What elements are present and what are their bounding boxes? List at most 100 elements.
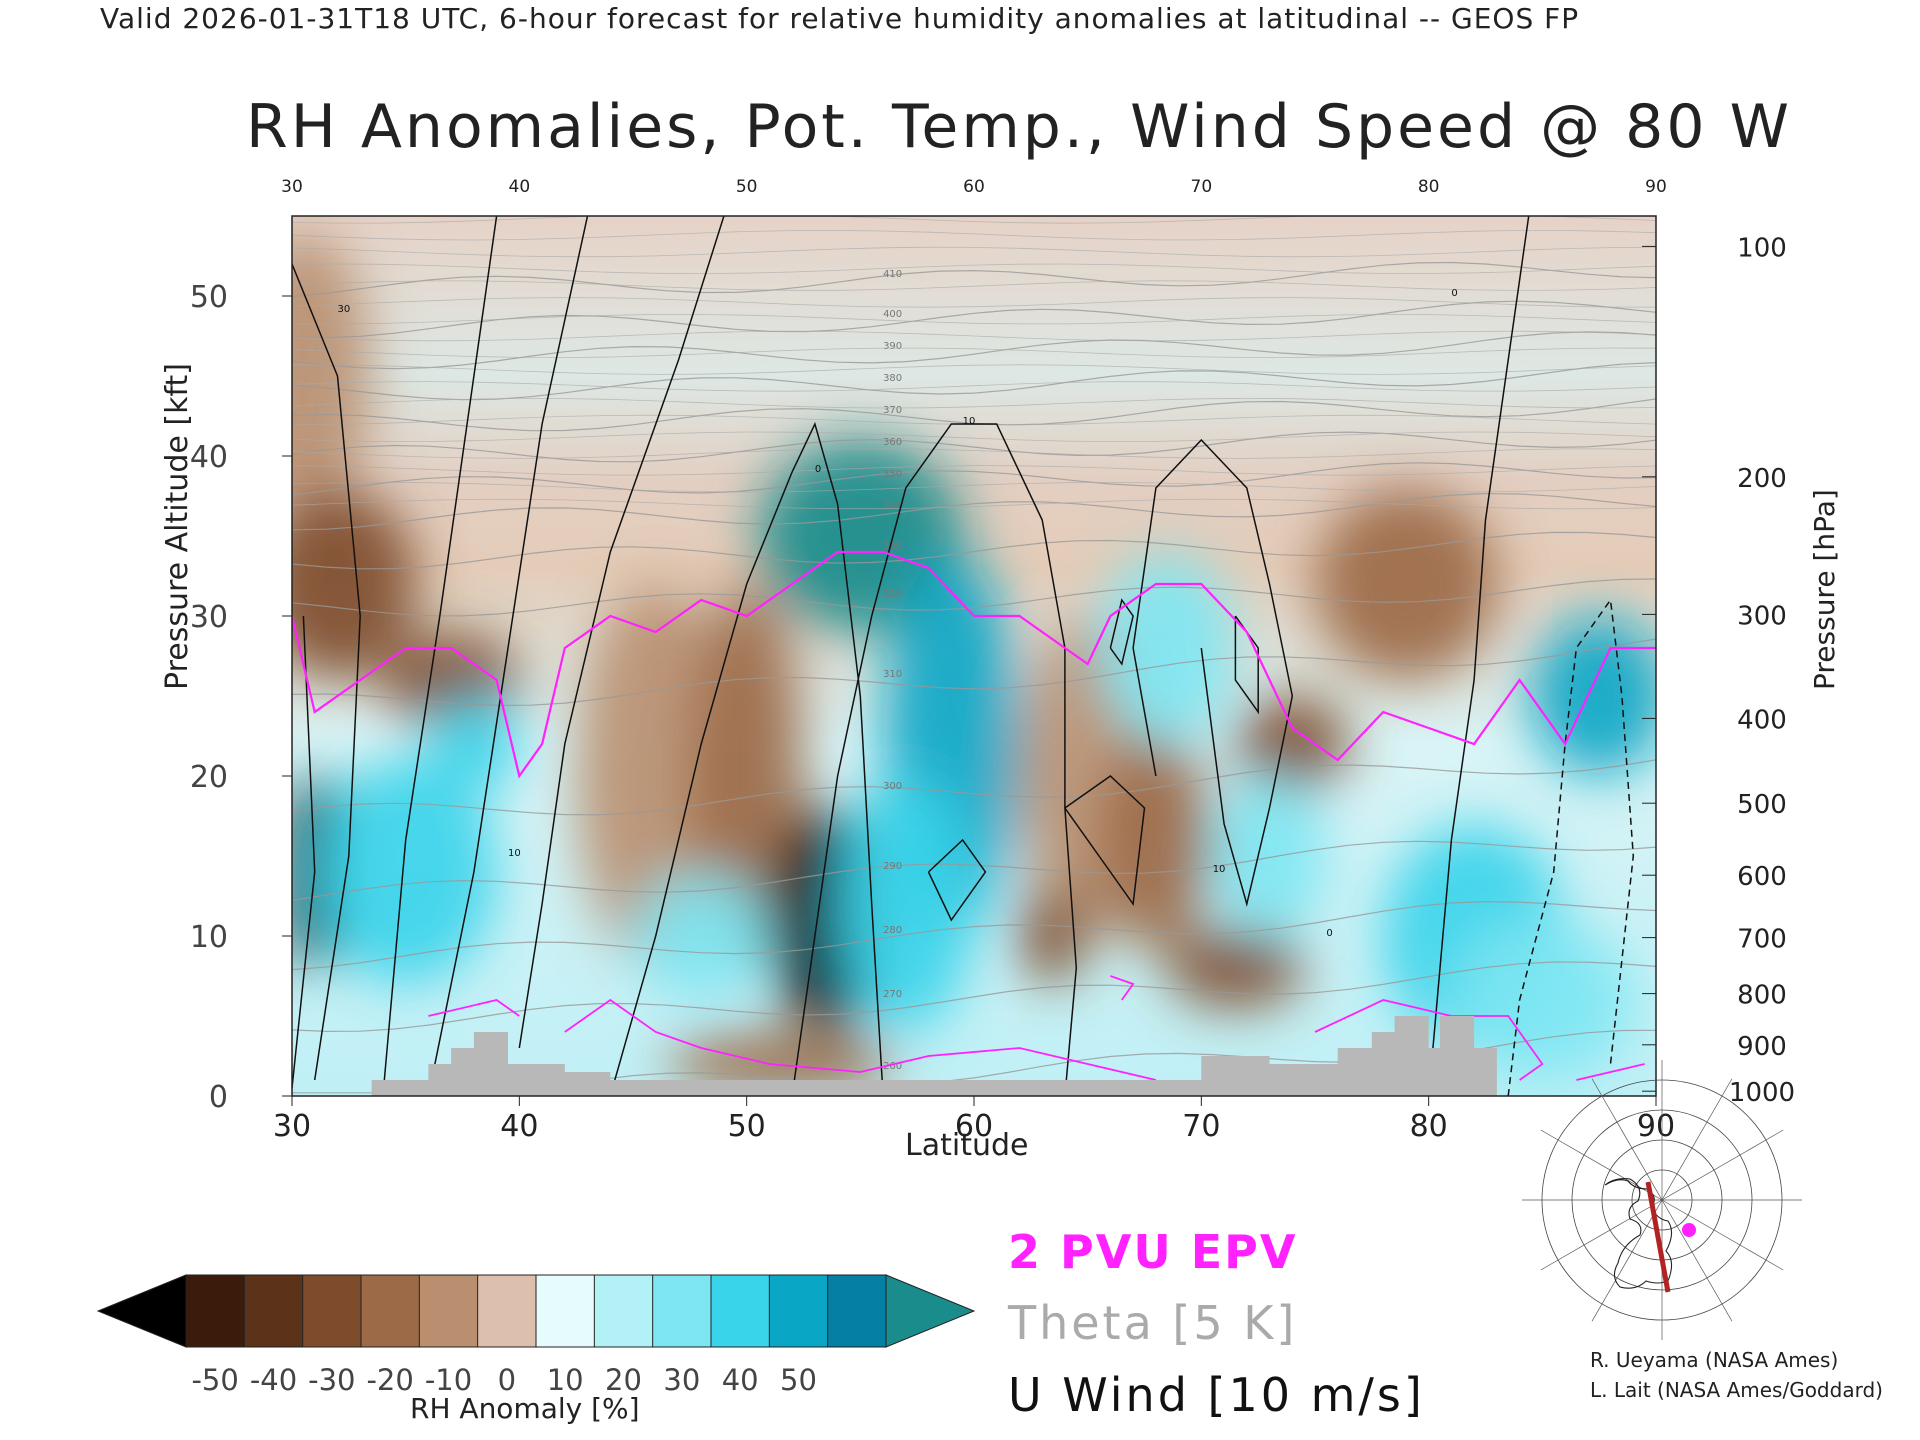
x-top-tick-label: 70 (1191, 177, 1213, 197)
theta-contours: 2602702802903003103203303403503603703803… (292, 216, 1656, 1094)
epv-2pvu-line (564, 998, 1157, 1081)
theta-contour (292, 229, 1656, 241)
x-tick-label: 40 (500, 1109, 538, 1144)
y-axis-left-label: Pressure Altitude [kft] (160, 363, 195, 690)
rh-anomaly-blob (1167, 928, 1304, 1008)
u-wind-contour (1132, 438, 1294, 907)
theta-contour (292, 313, 1656, 325)
rh-anomaly-blob (837, 776, 974, 1032)
colorbar-tick-label: -10 (425, 1363, 472, 1397)
map-meridian (1591, 1078, 1663, 1201)
x-tick-label: 90 (1637, 1109, 1675, 1144)
x-tick-label: 60 (955, 1109, 993, 1144)
theta-contour-label: 360 (883, 437, 902, 448)
theta-contour-label: 410 (883, 269, 902, 280)
theta-contour (292, 330, 1656, 342)
legend-theta: Theta [5 K] (1008, 1296, 1298, 1350)
colorbar-bin (302, 1274, 362, 1348)
epv-2pvu-line (292, 550, 1656, 779)
forecast-caption: Valid 2026-01-31T18 UTC, 6-hour forecast… (100, 2, 1580, 35)
colorbar-tick-label: 30 (663, 1363, 700, 1397)
rh-anomaly-field (292, 232, 1656, 1096)
colorbar-over-arrow (885, 1274, 976, 1348)
rh-anomaly-blob (292, 488, 418, 680)
u-wind-contour (1427, 216, 1530, 1096)
map-meridian (1661, 1078, 1733, 1201)
rh-anomaly-blob (1235, 696, 1350, 792)
colorbar-tick-label: 10 (547, 1363, 584, 1397)
x-top-tick-label: 60 (963, 177, 985, 197)
u-wind-contour (427, 216, 589, 1096)
theta-contour (292, 465, 1656, 476)
x-tick-label: 50 (728, 1109, 766, 1144)
u-wind-contour (292, 263, 361, 1081)
transect-line (1645, 1181, 1671, 1293)
colorbar-bin (185, 1274, 246, 1348)
x-top-tick-label: 40 (509, 177, 531, 197)
credit-line-2: L. Lait (NASA Ames/Goddard) (1590, 1378, 1883, 1402)
theta-contour-label: 290 (883, 861, 902, 872)
theta-contour-label: 350 (883, 469, 902, 480)
colorbar-label: RH Anomaly [%] (410, 1392, 640, 1425)
rh-anomaly-blob (1099, 552, 1236, 744)
terrain-profile (371, 1016, 1497, 1096)
x-top-tick-label: 80 (1418, 177, 1440, 197)
epv-2pvu-line (1314, 999, 1544, 1081)
theta-contour-label: 330 (883, 541, 902, 552)
x-tick-label: 30 (273, 1109, 311, 1144)
y-right-tick-label: 300 (1737, 601, 1787, 631)
y-left-tick-label: 30 (190, 600, 228, 635)
epv-2pvu-line (1110, 975, 1135, 1001)
map-meridian (1661, 1129, 1784, 1201)
theta-contour (292, 531, 1656, 570)
theta-contour-label: 300 (883, 781, 902, 792)
colorbar-under-arrow (96, 1274, 187, 1348)
theta-contour (292, 638, 1656, 707)
credit-line-1: R. Ueyama (NASA Ames) (1590, 1348, 1839, 1372)
theta-contour (292, 263, 1656, 275)
colorbar-bin (768, 1274, 829, 1348)
y-left-tick-label: 10 (190, 920, 228, 955)
colorbar-bin (477, 1274, 537, 1348)
y-right-tick-label: 700 (1737, 925, 1787, 955)
rh-anomaly-blob (292, 232, 372, 520)
theta-contour (292, 431, 1656, 463)
x-axis-label: Latitude (905, 1128, 1029, 1163)
y-left-tick-label: 40 (190, 440, 228, 475)
epv-2pvu-line (1576, 1063, 1645, 1081)
epv-line (292, 550, 1656, 1081)
theta-contour (292, 280, 1656, 291)
theta-contour (292, 297, 1656, 308)
rh-anomaly-blob (633, 872, 770, 1000)
u-wind-contour (382, 216, 498, 1096)
y-axis-right-label: Pressure [hPa] (1808, 489, 1841, 690)
theta-contour-label: 370 (883, 405, 902, 416)
rh-anomaly-blob (1315, 488, 1497, 680)
rh-anomaly-blob (314, 760, 497, 984)
u-wind-contour-label: 10 (1213, 864, 1226, 875)
u-wind-contour (1109, 598, 1134, 666)
colorbar: -50 -40 -30 -20 -10 0 10 20 30 40 50 (96, 1274, 976, 1397)
theta-contour (292, 492, 1656, 531)
colorbar-bin (593, 1274, 654, 1348)
colorbar-tick-label: 20 (605, 1363, 642, 1397)
theta-contour (292, 578, 1656, 617)
rh-anomaly-blob (428, 696, 520, 792)
theta-contour (292, 961, 1656, 1033)
u-wind-contour-label: 30 (337, 304, 350, 315)
u-wind-contour (518, 216, 725, 1049)
theta-contour-label: 400 (883, 309, 902, 320)
u-wind-contour (609, 421, 884, 1096)
y-right-tick-label: 500 (1737, 790, 1787, 820)
legend-u-wind: U Wind [10 m/s] (1008, 1368, 1425, 1422)
theta-contour (292, 900, 1656, 971)
u-wind-contour (791, 423, 1078, 1096)
theta-contour-label: 320 (883, 589, 902, 600)
colorbar-bin (652, 1274, 713, 1348)
map-meridian (1591, 1199, 1663, 1322)
colorbar-tick-label: 0 (498, 1363, 516, 1397)
colorbar-tick-label: -20 (366, 1363, 413, 1397)
u-wind-contour-label: 0 (1326, 928, 1332, 939)
x-top-tick-label: 50 (736, 177, 758, 197)
